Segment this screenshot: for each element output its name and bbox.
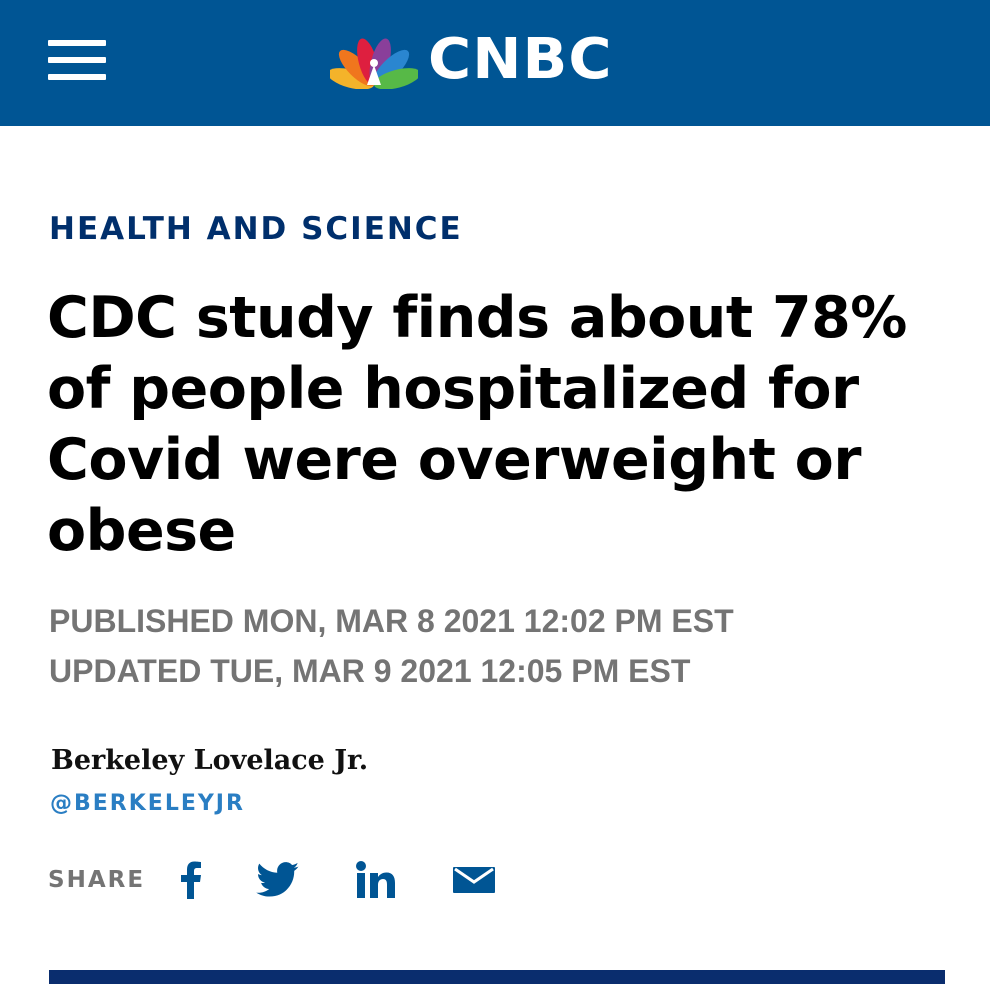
- author-name[interactable]: Berkeley Lovelace Jr.: [51, 745, 369, 776]
- twitter-icon[interactable]: [253, 855, 303, 905]
- cnbc-logo[interactable]: CNBC: [330, 30, 611, 90]
- facebook-icon[interactable]: [176, 855, 206, 905]
- linkedin-icon[interactable]: [353, 855, 399, 905]
- published-date: PUBLISHED MON, MAR 8 2021 12:02 PM EST: [49, 603, 734, 639]
- top-nav-bar: CNBC: [0, 0, 990, 126]
- article-headline: CDC study finds about 78% of people hosp…: [47, 285, 907, 564]
- menu-line: [48, 57, 106, 63]
- share-label: SHARE: [48, 867, 146, 893]
- logo-wordmark: CNBC: [428, 27, 613, 92]
- section-label[interactable]: HEALTH AND SCIENCE: [49, 211, 463, 247]
- menu-line: [48, 74, 106, 80]
- email-icon[interactable]: [450, 855, 498, 905]
- section-divider: [49, 970, 945, 984]
- hamburger-menu-icon[interactable]: [48, 40, 106, 80]
- share-bar: SHARE: [48, 855, 548, 905]
- menu-line: [48, 40, 106, 46]
- peacock-logo-icon: [330, 38, 418, 89]
- updated-date: UPDATED TUE, MAR 9 2021 12:05 PM EST: [49, 653, 691, 689]
- author-twitter-handle[interactable]: @BERKELEYJR: [50, 791, 245, 816]
- article-dates: PUBLISHED MON, MAR 8 2021 12:02 PM EST U…: [49, 596, 734, 696]
